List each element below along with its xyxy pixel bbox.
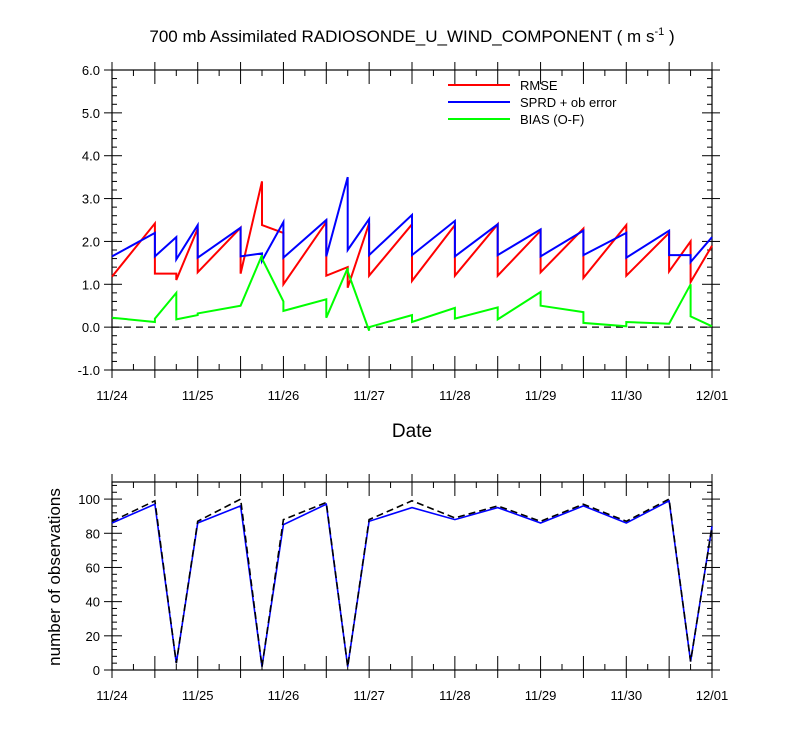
title-main: 700 mb Assimilated RADIOSONDE_U_WIND_COM… [149,27,654,46]
bottom-plot-frame [111,481,713,671]
title-end: ) [664,27,674,46]
bottom-x-tick-label: 11/30 [610,688,642,703]
title-superscript: -1 [654,26,664,38]
top-y-tick-label: -1.0 [78,363,100,378]
top-x-tick-label: 11/28 [439,388,471,403]
top-y-tick-label: 1.0 [82,277,100,292]
top-x-tick-label: 11/25 [182,388,214,403]
top-x-tick-label: 11/30 [610,388,642,403]
top-y-tick-label: 2.0 [82,234,100,249]
top-series-bias-o-f-line [111,254,713,331]
bottom-x-tick-label: 11/27 [353,688,385,703]
top-y-tick-label: 5.0 [82,106,100,121]
legend-label-rmse: RMSE [520,78,558,93]
legend-label-sprd-ob-error: SPRD + ob error [520,95,617,110]
top-chart-xlabel: Date [392,421,432,442]
top-y-tick-label: 0.0 [82,320,100,335]
bottom-x-tick-label: 11/28 [439,688,471,703]
bottom-x-tick-label: 12/01 [696,688,729,703]
top-y-tick-label: 4.0 [82,149,100,164]
top-y-tick-label: 3.0 [82,192,100,207]
bottom-y-tick-label: 40 [86,595,100,610]
top-x-tick-label: 12/01 [696,388,729,403]
top-chart: -1.0 0.0 1.0 2.0 3.0 4.0 5.0 6.0 11/24 11/25 11/26… [78,62,729,403]
bottom-series-observations-used-line [111,499,713,667]
bottom-x-tick-label: 11/24 [96,688,128,703]
top-chart-title: 700 mb Assimilated RADIOSONDE_U_WIND_COM… [149,26,674,46]
top-series-sprd-ob-error-line [111,176,713,265]
bottom-chart: 0 20 40 60 80 100 11/24 11/25 11/26 11/27 11/28 11/… [78,474,728,703]
top-y-tick-label: 6.0 [82,63,100,78]
top-x-tick-label: 11/26 [268,388,300,403]
bottom-y-tick-label: 0 [93,663,100,678]
bottom-x-tick-label: 11/29 [525,688,557,703]
bottom-y-tick-label: 60 [86,560,100,575]
bottom-chart-ylabel: number of observations [45,488,64,666]
top-x-tick-label: 11/24 [96,388,128,403]
top-x-tick-label: 11/29 [525,388,557,403]
top-x-tick-label: 11/27 [353,388,385,403]
bottom-x-tick-label: 11/26 [268,688,300,703]
bottom-y-tick-label: 100 [78,492,100,507]
bottom-x-tick-label: 11/25 [182,688,214,703]
bottom-y-tick-label: 20 [86,629,100,644]
legend-label-bias-o-f: BIAS (O-F) [520,112,584,127]
bottom-y-tick-label: 80 [86,526,100,541]
bottom-series-observations-possible-line [111,497,713,667]
